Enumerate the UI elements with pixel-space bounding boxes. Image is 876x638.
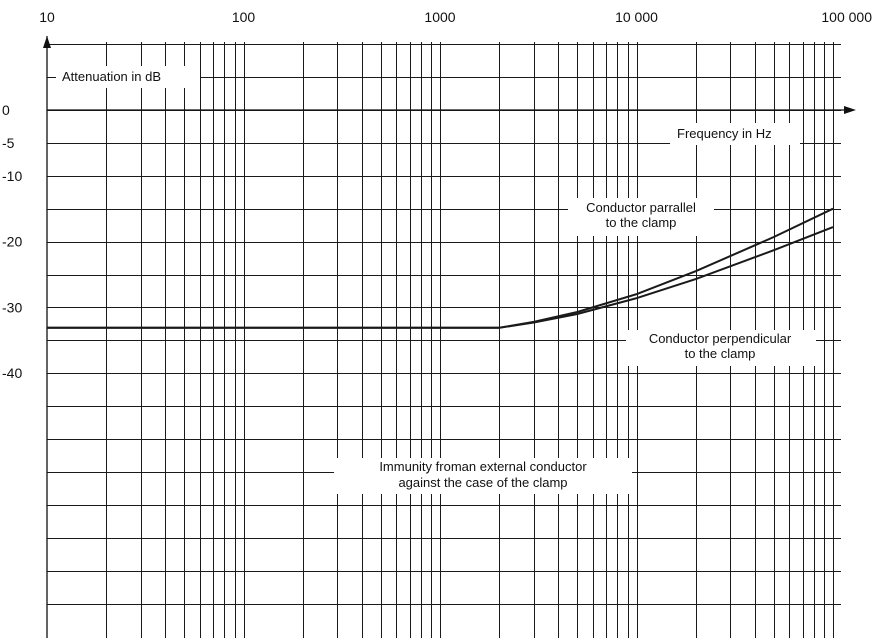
y-tick-label: -5 (2, 135, 15, 151)
y-axis-arrow (43, 36, 51, 48)
annotation-immunity-line1: Immunity froman external conductor (379, 459, 587, 474)
x-tick-label: 10 000 (615, 9, 658, 25)
annotations: Attenuation in dB Frequency in Hz Conduc… (56, 66, 816, 494)
y-axis-label: Attenuation in dB (62, 69, 161, 84)
annotation-perpendicular-line1: Conductor perpendicular (649, 331, 792, 346)
x-tick-label: 100 (232, 9, 256, 25)
x-tick-label: 100 000 (821, 9, 872, 25)
series-line-perpendicular (47, 226, 834, 329)
x-tick-label: 1000 (424, 9, 455, 25)
annotation-immunity-line2: against the case of the clamp (398, 475, 567, 490)
annotation-perpendicular-line2: to the clamp (685, 346, 756, 361)
x-axis-arrow (844, 106, 856, 114)
x-tick-label: 10 (39, 9, 55, 25)
tick-labels: 10 100 1000 10 000 100 000 0 -5 -10 -20 -30 -40 (2, 9, 872, 381)
y-tick-label: 0 (2, 102, 10, 118)
y-tick-label: -40 (2, 365, 22, 381)
x-axis-label: Frequency in Hz (677, 126, 772, 141)
axes (43, 36, 856, 638)
annotation-parallel-line2: to the clamp (606, 215, 677, 230)
y-tick-label: -20 (2, 234, 22, 250)
curves (47, 207, 834, 329)
annotation-parallel-line1: Conductor parrallel (586, 200, 696, 215)
y-tick-label: -30 (2, 299, 22, 315)
y-tick-label: -10 (2, 168, 22, 184)
